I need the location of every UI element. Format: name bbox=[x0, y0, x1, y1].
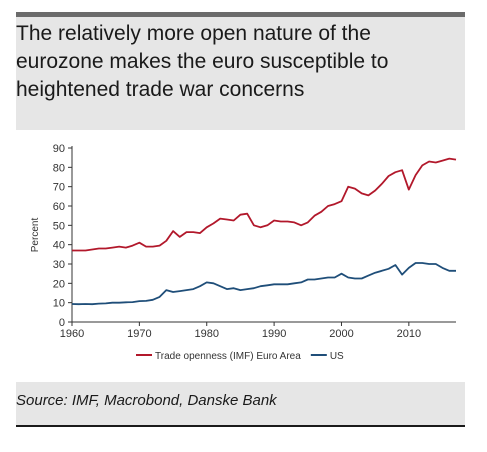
y-tick-label: 80 bbox=[53, 162, 65, 174]
series-line-us bbox=[71, 262, 456, 306]
title-panel bbox=[16, 17, 465, 130]
source-note: Source: IMF, Macrobond, Danske Bank bbox=[16, 392, 277, 409]
legend-label: Trade openness (IMF) Euro Area bbox=[155, 351, 301, 362]
y-tick-label: 20 bbox=[53, 278, 65, 290]
y-axis-label: Percent bbox=[30, 218, 41, 253]
top-rule bbox=[16, 12, 465, 17]
y-tick-label: 90 bbox=[53, 143, 65, 155]
bottom-rule bbox=[16, 425, 465, 427]
y-tick-label: 50 bbox=[53, 220, 65, 232]
y-tick-label: 60 bbox=[53, 201, 65, 213]
legend-label: US bbox=[330, 351, 344, 362]
chart-area: 0 10 20 30 40 50 60 70 80 90 1960 1970 1980 1990 2000… bbox=[16, 130, 465, 382]
x-tick-label: 1960 bbox=[60, 328, 84, 340]
y-tick-label: 10 bbox=[53, 298, 65, 310]
x-tick-label: 2010 bbox=[397, 328, 421, 340]
chart-title: The relatively more open nature of the e… bbox=[16, 22, 389, 101]
y-tick-label: 0 bbox=[59, 317, 65, 329]
y-tick-label: 30 bbox=[53, 259, 65, 271]
series-line-euro-area bbox=[72, 157, 457, 252]
x-tick-label: 2000 bbox=[329, 328, 353, 340]
y-tick-label: 40 bbox=[53, 240, 65, 252]
source-panel bbox=[16, 382, 465, 425]
line-chart: 0 10 20 30 40 50 60 70 80 90 1960 1970 1980 1990 2000… bbox=[30, 143, 457, 362]
series-group bbox=[71, 157, 457, 306]
y-tick-label: 70 bbox=[53, 182, 65, 194]
x-tick-label: 1990 bbox=[262, 328, 286, 340]
x-tick-label: 1970 bbox=[127, 328, 151, 340]
x-tick-label: 1980 bbox=[194, 328, 218, 340]
y-axis: 0 10 20 30 40 50 60 70 80 90 bbox=[53, 143, 73, 329]
x-axis: 1960 1970 1980 1990 2000 2010 bbox=[60, 321, 456, 340]
legend: Trade openness (IMF) Euro Area US bbox=[136, 351, 344, 362]
